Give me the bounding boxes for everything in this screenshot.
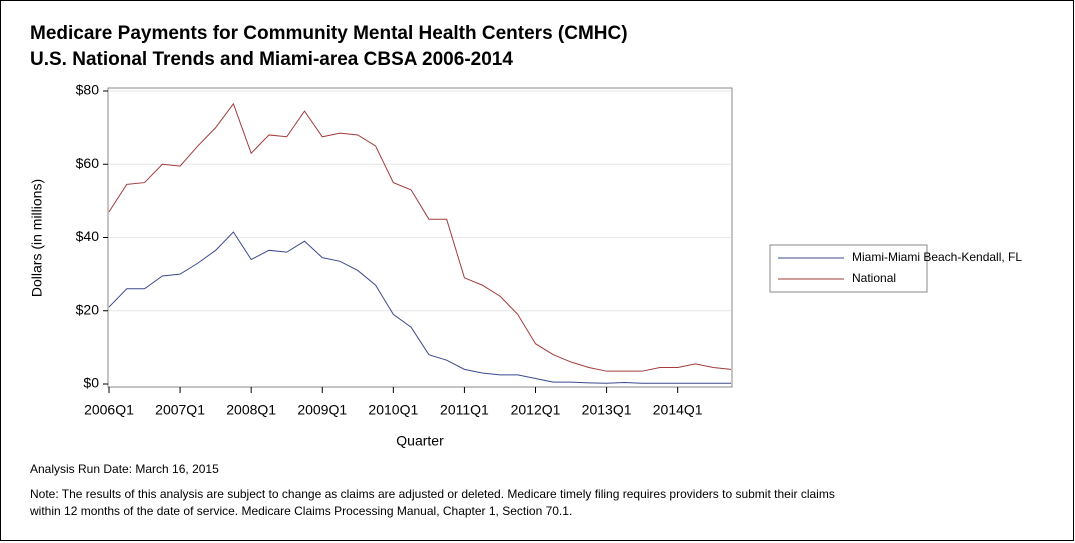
y-tick-label: $80: [76, 82, 100, 98]
series-line: [108, 231, 731, 384]
legend-box: [769, 244, 928, 293]
footnote: Analysis Run Date: March 16, 2015: [30, 462, 219, 476]
y-tick-label: $0: [83, 375, 99, 391]
legend-label: Miami-Miami Beach-Kendall, FL: [852, 250, 1022, 264]
footnote: within 12 months of the date of service.…: [29, 504, 572, 518]
x-tick-label: 2008Q1: [226, 402, 276, 418]
x-tick-label: 2007Q1: [155, 402, 205, 418]
footnote: Note: The results of this analysis are s…: [30, 487, 835, 501]
x-tick-label: 2009Q1: [297, 402, 347, 418]
x-tick-label: 2012Q1: [511, 402, 561, 418]
x-tick-label: 2006Q1: [84, 402, 134, 418]
x-tick-label: 2010Q1: [368, 402, 418, 418]
chart-subtitle: U.S. National Trends and Miami-area CBSA…: [30, 49, 513, 70]
series-line: [108, 102, 732, 372]
y-tick-label: $40: [76, 228, 100, 244]
chart-title: Medicare Payments for Community Mental H…: [30, 23, 628, 44]
y-tick-label: $20: [76, 301, 100, 317]
x-axis-label: Quarter: [396, 433, 444, 449]
x-tick-label: 2013Q1: [582, 402, 632, 418]
x-tick-label: 2014Q1: [653, 402, 703, 418]
legend-label: National: [852, 271, 896, 285]
y-tick-label: $60: [76, 155, 100, 171]
y-axis-label: Dollars (in millions): [29, 179, 45, 297]
x-tick-label: 2011Q1: [440, 402, 489, 418]
